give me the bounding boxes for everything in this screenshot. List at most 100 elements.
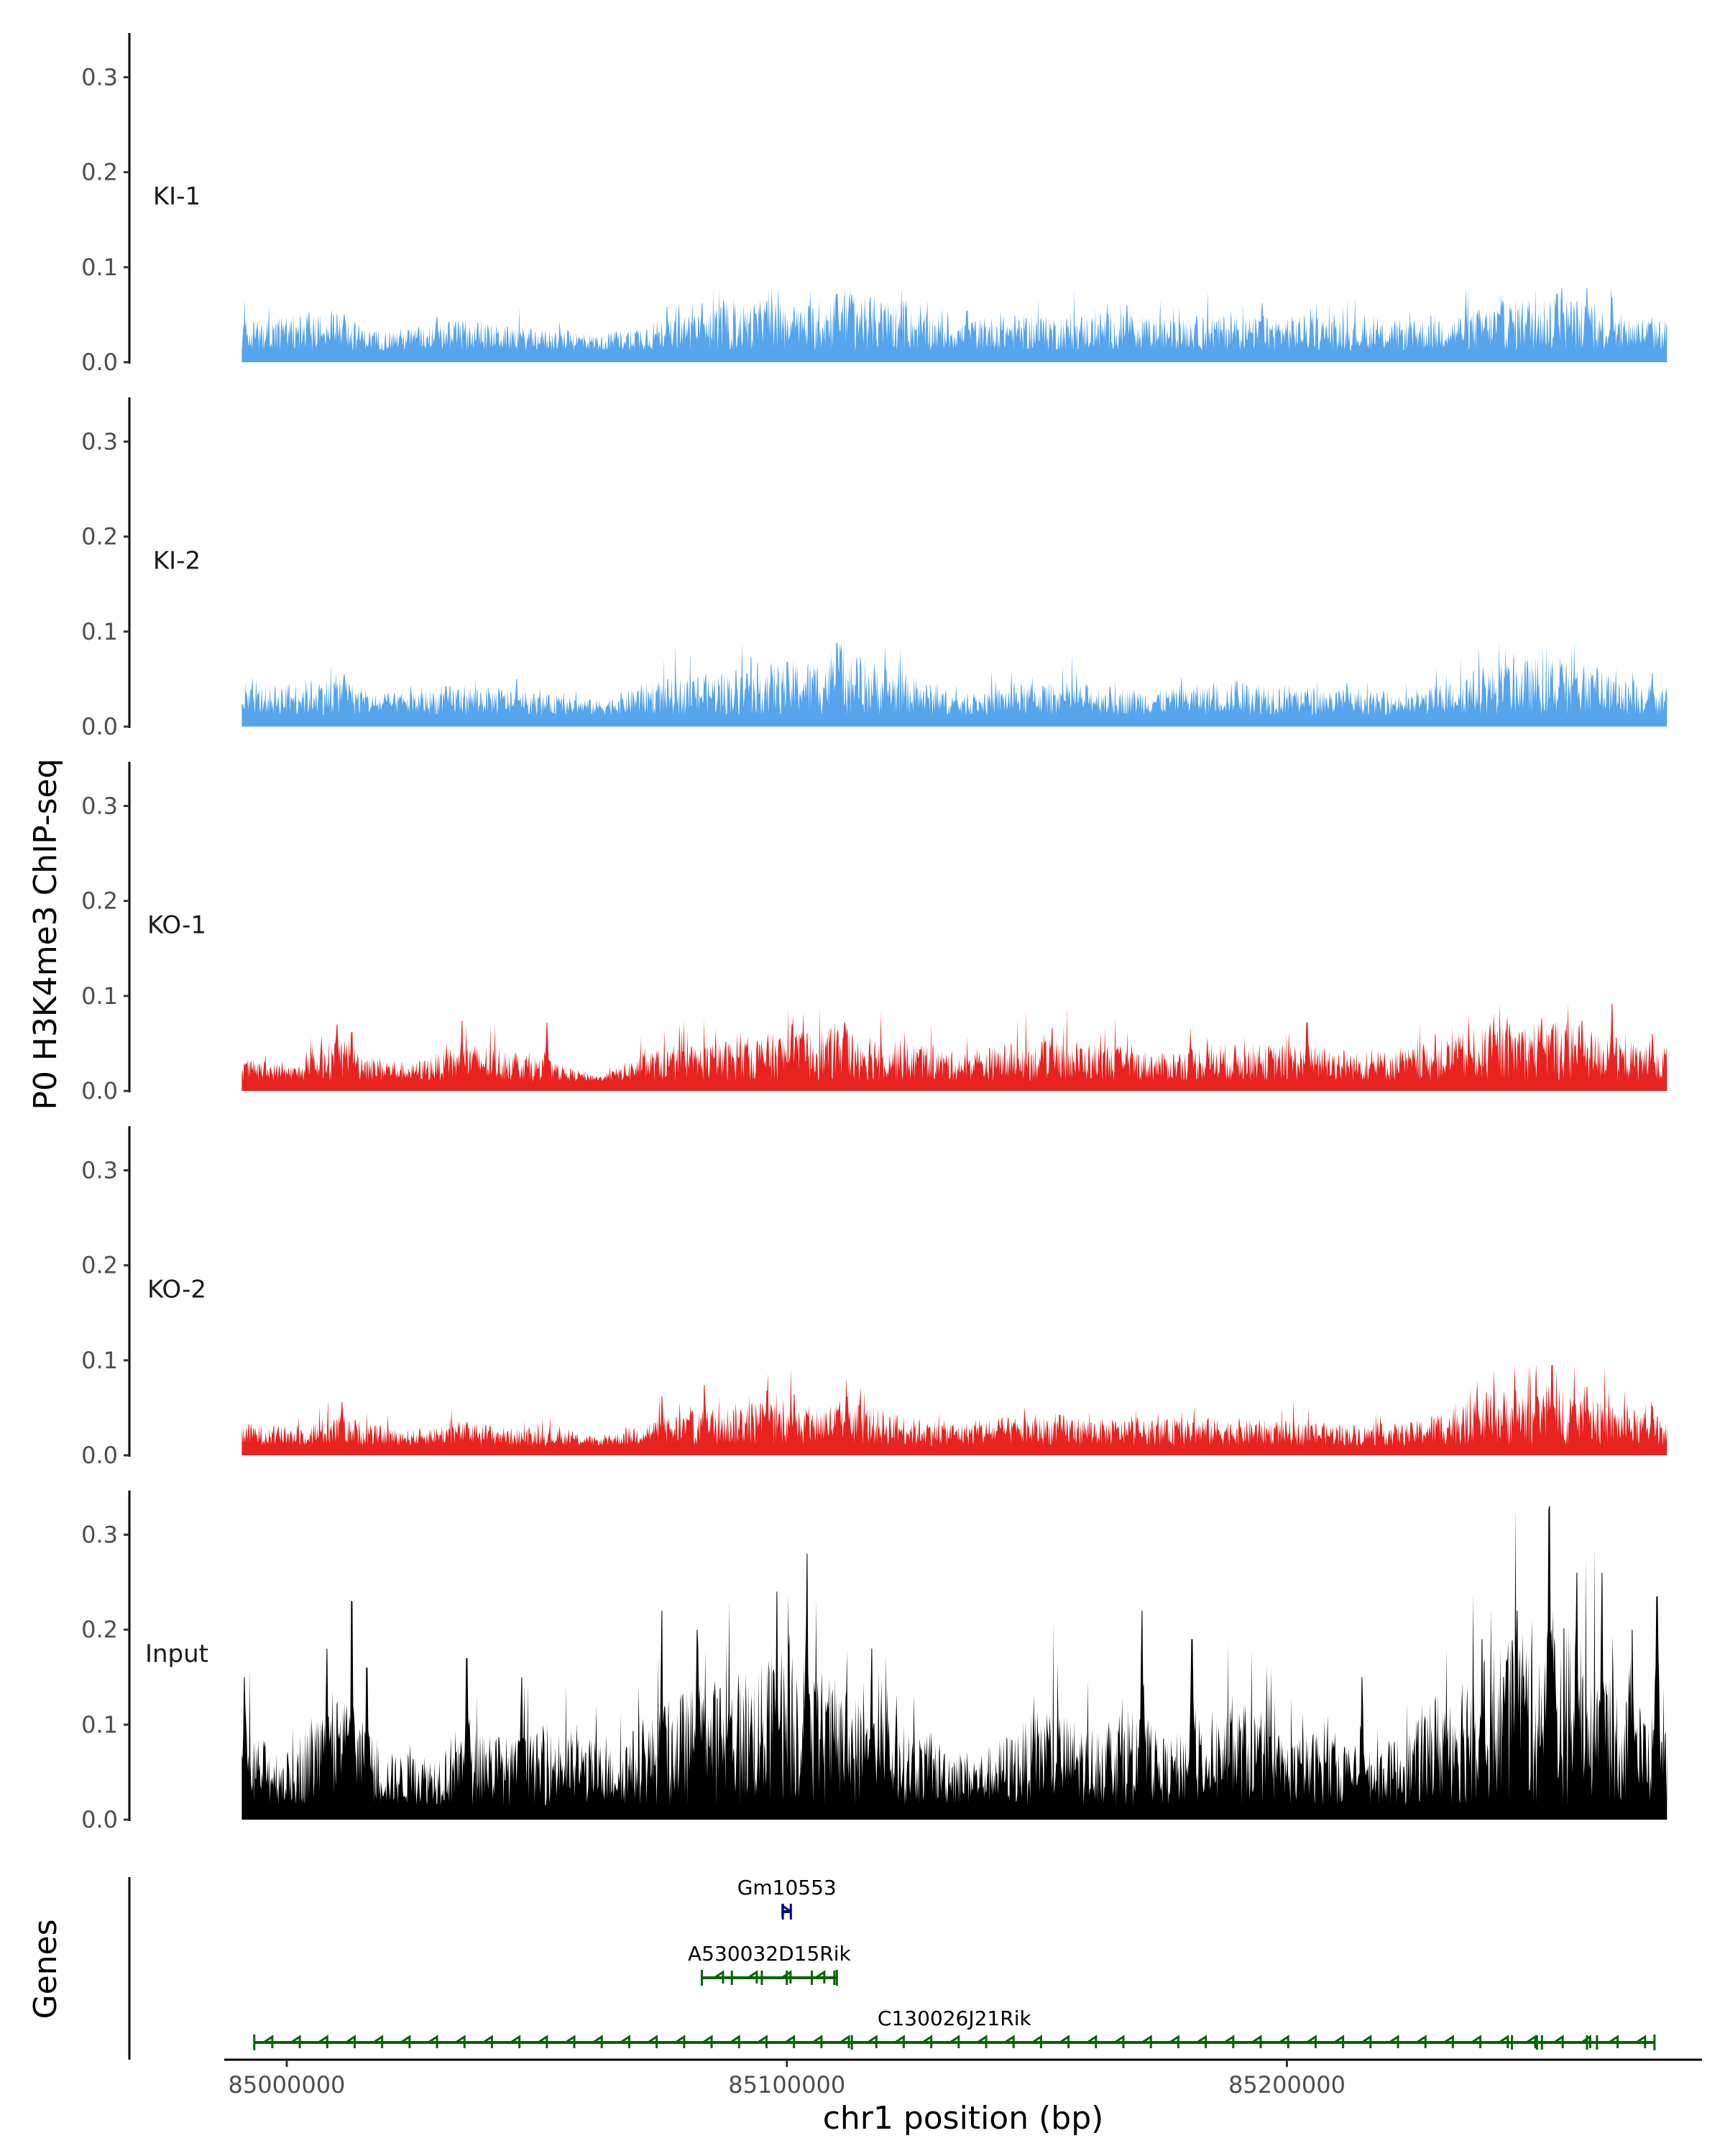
strand-arrow [318,2035,328,2048]
strand-arrow [1196,2035,1208,2048]
strand-arrow [815,1970,826,1984]
strand-arrow [647,2035,658,2048]
gene-annotation-track: Gm10553 A530032D15Rik C130026J21Rik [128,1876,1656,2060]
strand-arrow [1526,2035,1537,2048]
track-label: Input [145,1640,208,1669]
y-tick-label: 0.2 [81,523,118,550]
y-tick-label: 0.2 [81,1616,118,1644]
strand-arrow [1361,2035,1372,2048]
strand-arrow [538,2035,548,2048]
y-tick-label: 0.3 [81,1156,118,1184]
y-tick-label: 0.1 [81,1347,118,1374]
strand-arrow [921,2035,933,2048]
strand-arrow [455,2035,466,2048]
strand-arrow [730,2035,740,2048]
track-ki-2: 0.0 0.1 0.2 0.3 KI-2 [81,397,1668,740]
y-tick-label: 0.1 [81,254,118,281]
strand-arrow [894,2035,905,2048]
strand-arrow [263,2035,274,2048]
strand-arrow [1553,2035,1564,2048]
strand-arrow [1608,2035,1619,2048]
genes-axis-title: Genes [27,1919,64,2019]
strand-arrow [1141,2035,1152,2048]
gene-a530032d15rik: A530032D15Rik [688,1942,852,1986]
signal-area [242,1365,1668,1455]
track-input: 0.0 0.1 0.2 0.3 Input [81,1491,1668,1833]
strand-arrow [482,2035,493,2048]
signal-area [242,642,1668,727]
strand-arrow [949,2035,960,2048]
strand-arrow [1059,2035,1070,2048]
strand-arrow [1169,2035,1179,2048]
gene-label: C130026J21Rik [878,2007,1032,2030]
y-axis-title: P0 H3K4me3 ChIP-seq [27,758,64,1110]
strand-arrow [714,1970,724,1984]
y-tick-label: 0.0 [81,349,118,376]
track-ko-1: 0.0 0.1 0.2 0.3 KO-1 [81,762,1668,1105]
y-tick-label: 0.2 [81,159,118,186]
y-tick-label: 0.1 [81,982,118,1010]
track-ki-1: 0.0 0.1 0.2 0.3 KI-1 [81,33,1668,376]
strand-arrow [565,2035,576,2048]
strand-arrow [840,2035,850,2048]
signal-area [242,1003,1668,1091]
strand-arrow [1581,2035,1591,2048]
strand-arrow [510,2035,521,2048]
strand-arrow [428,2035,438,2048]
strand-arrow [1279,2035,1289,2048]
x-tick-label: 85200000 [1228,2071,1346,2099]
strand-arrow [1389,2035,1399,2048]
gene-c130026j21rik: C130026J21Rik [253,2007,1656,2050]
gene-label: A530032D15Rik [688,1942,851,1966]
strand-arrow [867,2035,878,2048]
strand-arrow [1004,2035,1015,2048]
strand-arrow [290,2035,301,2048]
y-tick-label: 0.1 [81,618,118,645]
strand-arrow [1443,2035,1454,2048]
signal-area [242,287,1668,362]
strand-arrow [784,2035,796,2048]
y-tick-label: 0.3 [81,428,118,455]
strand-arrow [1306,2035,1317,2048]
y-tick-label: 0.3 [81,1521,118,1548]
strand-arrow [1635,2035,1647,2048]
track-ko-2: 0.0 0.1 0.2 0.3 KO-2 [81,1126,1668,1469]
track-label: KO-2 [147,1276,206,1304]
x-tick-label: 85100000 [728,2071,845,2099]
signal-area [242,1506,1668,1820]
track-label: KI-2 [153,547,201,576]
strand-arrow [1086,2035,1098,2048]
x-tick-label: 85000000 [229,2071,346,2099]
strand-arrow [1031,2035,1042,2048]
signal-tracks: 0.00.10.20.3KI-10.00.10.20.3KI-20.00.10.… [81,33,1668,1833]
y-tick-label: 0.3 [81,792,118,819]
strand-arrow [1223,2035,1235,2048]
x-axis-title: chr1 position (bp) [823,2100,1104,2137]
y-tick-label: 0.0 [81,1442,118,1469]
strand-arrow [1333,2035,1345,2048]
y-tick-label: 0.2 [81,1252,118,1279]
strand-arrow [1251,2035,1262,2048]
strand-arrow [811,2035,823,2048]
strand-arrow [675,2035,686,2048]
strand-arrow [781,1970,792,1984]
y-tick-label: 0.2 [81,888,118,915]
gene-label: Gm10553 [737,1876,837,1899]
strand-arrow [620,2035,630,2048]
y-tick-label: 0.0 [81,1806,118,1833]
strand-arrow [977,2035,988,2048]
strand-arrow [345,2035,356,2048]
strand-arrow [1471,2035,1482,2048]
strand-arrow [748,1970,758,1984]
strand-arrow [702,2035,713,2048]
strand-arrow [1498,2035,1509,2048]
track-label: KI-1 [153,183,201,211]
y-tick-label: 0.3 [81,63,118,91]
y-tick-label: 0.0 [81,1077,118,1105]
strand-arrow [1114,2035,1125,2048]
strand-arrow [1416,2035,1427,2048]
x-axis: 85000000 85100000 85200000 [224,2058,1702,2099]
y-tick-label: 0.1 [81,1711,118,1738]
strand-arrow [592,2035,603,2048]
